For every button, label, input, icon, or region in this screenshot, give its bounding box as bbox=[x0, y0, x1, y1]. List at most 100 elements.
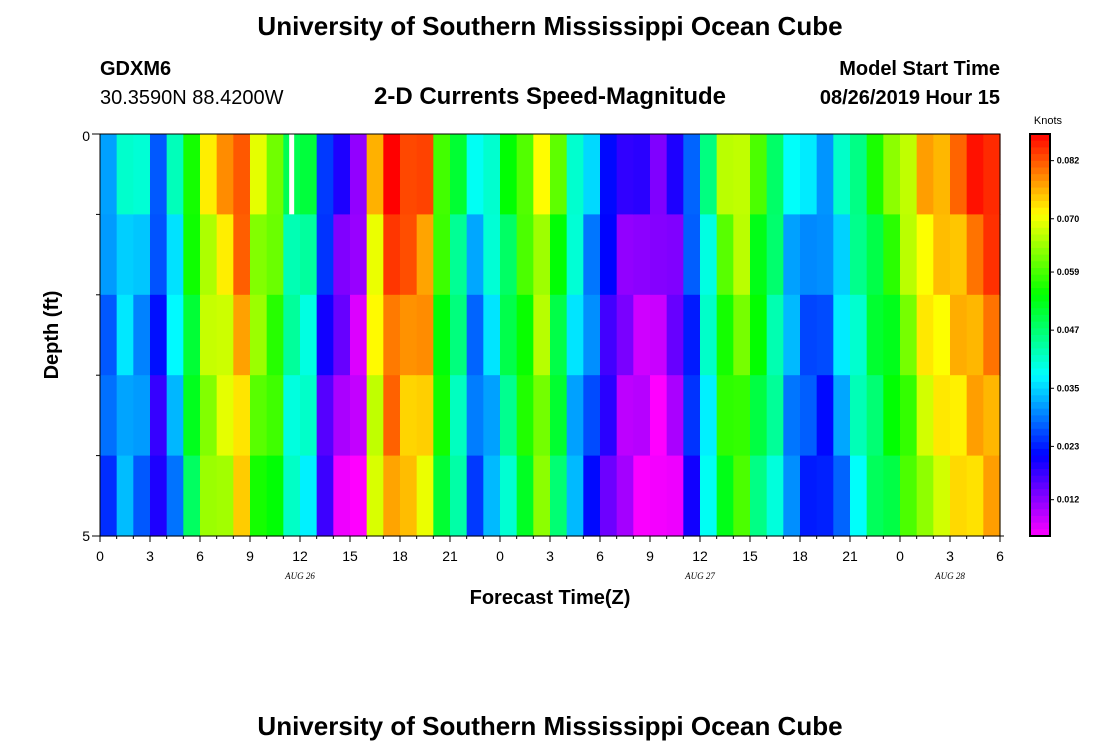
heatmap-cell bbox=[800, 294, 818, 376]
colorbar-segment bbox=[1030, 335, 1050, 343]
heatmap-cell bbox=[683, 134, 701, 215]
heatmap-cell bbox=[650, 134, 668, 215]
heatmap-cell bbox=[683, 455, 701, 537]
heatmap-cell bbox=[633, 214, 651, 296]
heatmap-cell bbox=[166, 214, 184, 296]
heatmap-cell bbox=[516, 294, 534, 376]
colorbar-segment bbox=[1030, 482, 1050, 490]
model-start-value: 08/26/2019 Hour 15 bbox=[820, 87, 1000, 109]
heatmap-cell bbox=[950, 134, 968, 215]
colorbar-segment bbox=[1030, 140, 1050, 148]
heatmap-cell bbox=[350, 375, 368, 457]
heatmap-cell bbox=[166, 294, 184, 376]
colorbar-segment bbox=[1030, 442, 1050, 450]
heatmap-cell bbox=[316, 455, 334, 537]
heatmap-cell bbox=[216, 375, 234, 457]
heatmap-cell bbox=[516, 214, 534, 296]
heatmap-cell bbox=[166, 455, 184, 537]
heatmap-cell bbox=[916, 375, 934, 457]
heatmap-cell bbox=[533, 214, 551, 296]
station-id: GDXM6 bbox=[100, 58, 171, 80]
heatmap-cell bbox=[233, 214, 251, 296]
colorbar-tick-label: 0.059 bbox=[1057, 267, 1080, 277]
colorbar-segment bbox=[1030, 180, 1050, 189]
heatmap-cell bbox=[850, 455, 868, 537]
heatmap-cell bbox=[666, 455, 684, 537]
heatmap-cell bbox=[316, 294, 334, 376]
colorbar-segment bbox=[1030, 509, 1050, 517]
heatmap-cell bbox=[866, 214, 884, 296]
heatmap-cell bbox=[266, 375, 284, 457]
heatmap-cell bbox=[850, 214, 868, 296]
colorbar-segment bbox=[1030, 227, 1050, 235]
heatmap-cell bbox=[466, 294, 484, 376]
heatmap-cell bbox=[533, 134, 551, 215]
heatmap-cell bbox=[166, 375, 184, 457]
x-tick-label: 15 bbox=[342, 548, 358, 564]
colorbar-segment bbox=[1030, 328, 1050, 336]
heatmap-cell bbox=[983, 214, 1001, 296]
colorbar-segment bbox=[1030, 435, 1050, 443]
heatmap-cell bbox=[233, 134, 251, 215]
x-tick-label: 9 bbox=[246, 548, 254, 564]
missing-cell bbox=[289, 134, 295, 215]
heatmap-cell bbox=[550, 455, 568, 537]
colorbar-segment bbox=[1030, 314, 1050, 323]
heatmap-cell bbox=[500, 375, 518, 457]
heatmap-cell bbox=[950, 294, 968, 376]
colorbar-segment bbox=[1030, 167, 1050, 175]
heatmap-cell bbox=[866, 294, 884, 376]
colorbar-segment bbox=[1030, 288, 1050, 296]
heatmap-cell bbox=[200, 214, 218, 296]
chart-title: 2-D Currents Speed-Magnitude bbox=[374, 83, 726, 110]
heatmap-cell bbox=[233, 455, 251, 537]
heatmap-cell bbox=[333, 455, 351, 537]
heatmap-cell bbox=[500, 214, 518, 296]
heatmap-cell bbox=[933, 214, 951, 296]
heatmap-cell bbox=[666, 375, 684, 457]
heatmap-cell bbox=[883, 455, 901, 537]
heatmap-cell bbox=[300, 375, 318, 457]
heatmap-cell bbox=[150, 455, 168, 537]
heatmap-cell bbox=[866, 134, 884, 215]
heatmap-cell bbox=[200, 455, 218, 537]
station-coords: 30.3590N 88.4200W bbox=[100, 87, 284, 109]
heatmap-cell bbox=[216, 294, 234, 376]
colorbar-segment bbox=[1030, 268, 1050, 276]
heatmap-cell bbox=[383, 455, 401, 537]
heatmap-cell bbox=[633, 455, 651, 537]
heatmap-cell bbox=[733, 214, 751, 296]
heatmap-cell bbox=[700, 455, 718, 537]
heatmap-cell bbox=[816, 214, 834, 296]
heatmap-cell bbox=[316, 375, 334, 457]
heatmap-cell bbox=[433, 294, 451, 376]
heatmap-cell bbox=[983, 375, 1001, 457]
heatmap-cell bbox=[950, 214, 968, 296]
x-tick-label: 3 bbox=[546, 548, 554, 564]
x-tick-label: 18 bbox=[792, 548, 808, 564]
heatmap-cell bbox=[600, 294, 618, 376]
colorbar-segment bbox=[1030, 381, 1050, 390]
colorbar-segment bbox=[1030, 301, 1050, 309]
y-axis bbox=[92, 133, 101, 537]
heatmap-cell bbox=[216, 455, 234, 537]
heatmap-cell bbox=[300, 134, 318, 215]
heatmap-cell bbox=[900, 455, 918, 537]
heatmap-cell bbox=[750, 214, 768, 296]
heatmap-cell bbox=[250, 134, 268, 215]
heatmap-cell bbox=[266, 134, 284, 215]
colorbar-segment bbox=[1030, 201, 1050, 209]
heatmap-cell bbox=[316, 214, 334, 296]
heatmap-cell bbox=[400, 455, 418, 537]
heatmap-cell bbox=[833, 455, 851, 537]
heatmap-cell bbox=[383, 214, 401, 296]
heatmap-cell bbox=[633, 375, 651, 457]
heatmap-cell bbox=[433, 134, 451, 215]
heatmap-cell bbox=[400, 375, 418, 457]
heatmap-cell bbox=[750, 375, 768, 457]
heatmap-cell bbox=[350, 455, 368, 537]
heatmap-cell bbox=[933, 134, 951, 215]
heatmap-cell bbox=[533, 455, 551, 537]
x-tick-label: 12 bbox=[292, 548, 308, 564]
heatmap-cell bbox=[400, 214, 418, 296]
